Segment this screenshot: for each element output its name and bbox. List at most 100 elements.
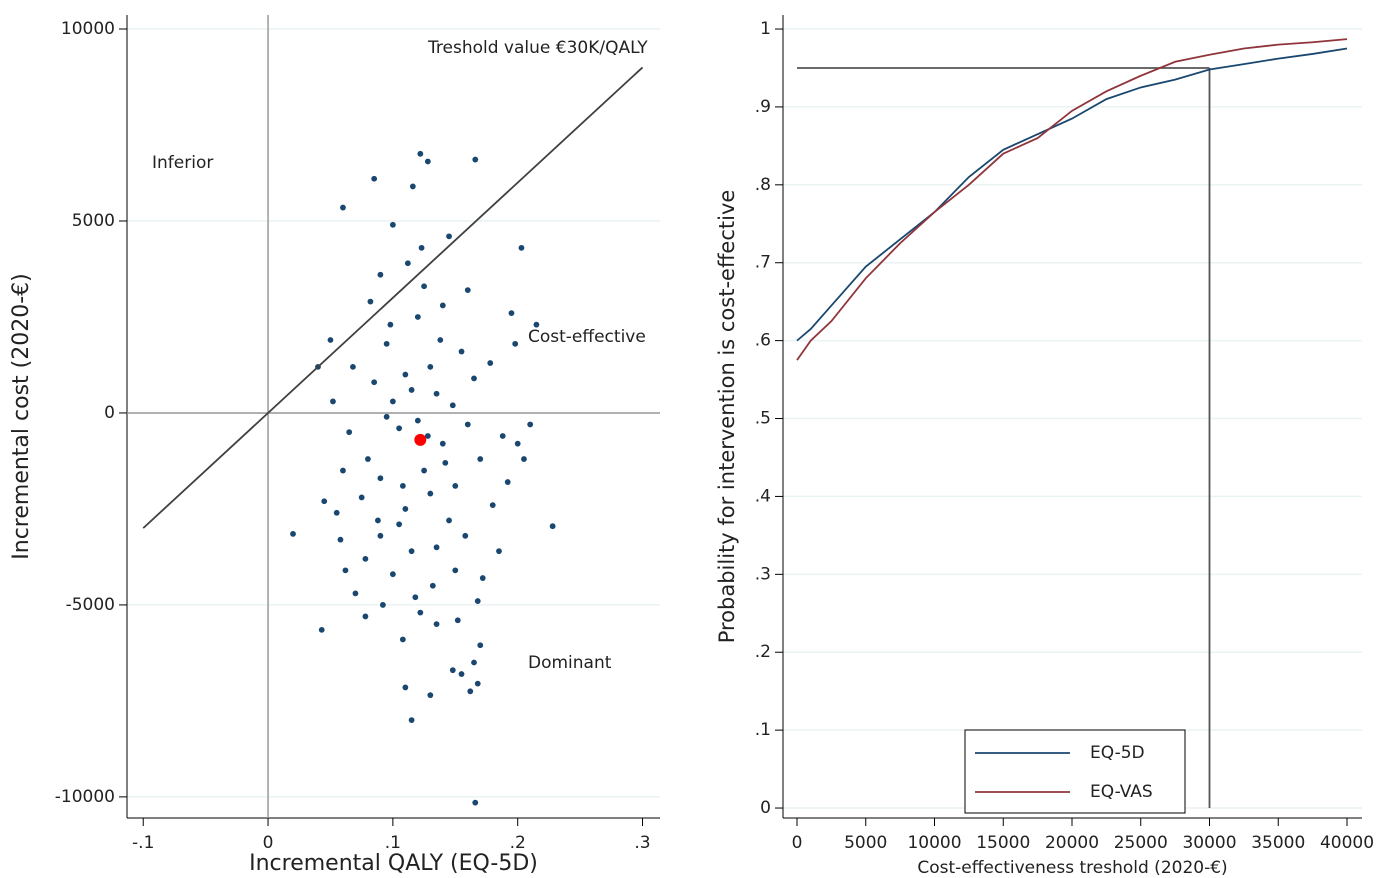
point [424,433,431,439]
point [496,548,502,555]
point [527,421,534,428]
mean-point [414,433,427,446]
point [499,433,506,439]
point [471,375,477,382]
y-tick-label: -10000 [55,787,115,807]
y-tick-label: .9 [755,97,771,117]
point [321,498,328,505]
point [427,692,434,699]
y-tick-label: -5000 [66,595,115,615]
point [379,602,386,608]
point [474,598,481,604]
point [533,321,540,328]
point [464,287,471,293]
point [396,425,403,432]
point [462,532,469,539]
point [412,594,419,601]
x-tick-label: 5000 [844,833,887,853]
point [518,244,525,251]
point [330,398,336,405]
point [458,348,465,355]
point [367,298,374,305]
point [437,337,444,343]
point [290,530,296,537]
point [452,567,459,574]
y-tick-label: .6 [755,331,771,351]
point [449,667,456,674]
point [508,310,515,317]
point [433,390,440,397]
point [549,523,556,530]
point [409,183,416,190]
point [318,626,325,633]
point [362,555,369,562]
point [346,429,353,436]
point [521,456,527,462]
point [477,456,484,462]
x-tick-label: 15000 [976,833,1030,853]
x-axis-title: Incremental QALY (EQ-5D) [249,851,538,876]
point [362,613,369,620]
point [446,517,452,524]
point [387,321,394,328]
x-tick-label: 40000 [1320,833,1374,853]
point [467,688,474,695]
legend-box [964,729,1186,814]
point [474,680,481,687]
annotation: Dominant [528,653,612,673]
point [487,360,494,366]
y-tick-label: 10000 [61,19,115,39]
point [479,575,486,581]
point [389,571,396,578]
line [796,38,1348,361]
point [350,363,356,370]
point [365,456,371,462]
point [489,502,496,508]
x-tick-label: 25000 [1114,833,1168,853]
point [408,387,415,393]
x-tick-label: .1 [385,833,401,853]
point [352,590,359,597]
y-axis-title: Probability for intervention is cost-eff… [715,190,739,644]
y-tick-label: .8 [755,175,771,195]
point [512,340,519,347]
point [399,482,406,489]
point [404,260,411,267]
point [472,799,479,806]
x-tick-label: 10000 [907,833,961,853]
point [464,421,471,428]
y-tick-label: .2 [755,642,771,662]
point [452,482,459,489]
point [408,717,415,723]
point [429,582,436,589]
x-tick-label: 20000 [1045,833,1099,853]
point [414,417,421,424]
point [504,479,511,485]
point [396,521,403,528]
point [421,467,427,474]
point [383,413,390,420]
point [327,337,334,343]
point [389,221,396,228]
point [421,283,427,290]
point [389,398,396,405]
y-tick-label: 5000 [72,211,115,231]
point [446,233,452,240]
y-tick-label: .4 [755,486,771,506]
point [383,340,390,347]
x-tick-label: 35000 [1251,833,1305,853]
point [514,440,521,447]
x-tick-label: .2 [510,833,526,853]
y-tick-label: .7 [755,253,771,273]
point [337,536,344,543]
point [417,150,424,157]
point [433,621,440,628]
point [408,548,415,555]
y-tick-label: 0 [104,403,115,423]
point [439,302,446,309]
point [449,402,456,409]
annotation: Inferior [152,153,213,173]
y-tick-label: .1 [755,720,771,740]
point [433,544,440,551]
